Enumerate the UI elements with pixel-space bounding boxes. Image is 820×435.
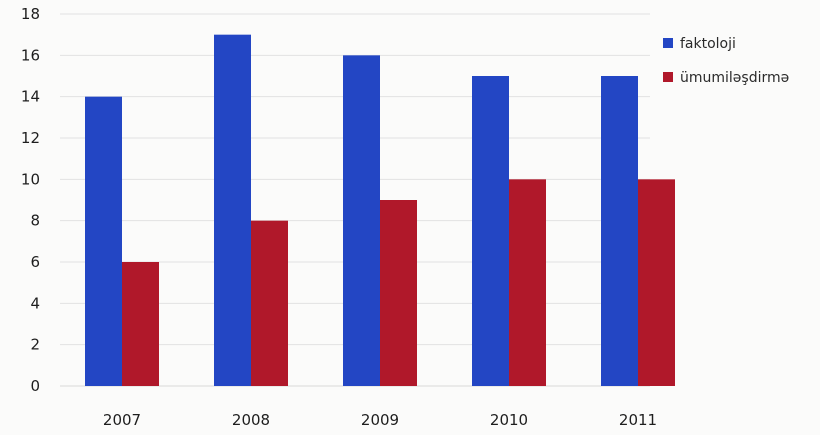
bar-faktoloji-2008 bbox=[214, 34, 251, 387]
bar-faktoloji-2011 bbox=[601, 76, 638, 386]
bar-umumilesdirme-2011 bbox=[638, 179, 675, 386]
bar-faktoloji-2007 bbox=[85, 96, 122, 387]
bar-umumilesdirme-2009 bbox=[380, 200, 417, 386]
y-tick-label: 4 bbox=[30, 294, 40, 312]
x-tick-label: 2008 bbox=[232, 411, 270, 429]
x-tick-label: 2009 bbox=[361, 411, 399, 429]
y-tick-label: 8 bbox=[30, 212, 40, 230]
bar-umumilesdirme-2010 bbox=[509, 179, 546, 386]
x-axis: 2007 2008 2009 2010 2011 bbox=[103, 411, 657, 429]
x-tick-label: 2007 bbox=[103, 411, 141, 429]
legend-swatch-faktoloji bbox=[663, 38, 673, 48]
y-tick-label: 6 bbox=[30, 253, 40, 271]
legend-label-umumilesdirme: ümumiləşdirmə bbox=[680, 70, 789, 86]
bar-umumilesdirme-2008 bbox=[251, 220, 288, 386]
bars bbox=[85, 34, 675, 387]
y-tick-label: 2 bbox=[30, 336, 40, 354]
y-tick-label: 10 bbox=[21, 170, 40, 188]
y-tick-label: 14 bbox=[21, 88, 40, 106]
x-tick-label: 2011 bbox=[619, 411, 657, 429]
legend-swatch-umumilesdirme bbox=[663, 72, 673, 82]
y-tick-label: 0 bbox=[30, 377, 40, 395]
legend-label-faktoloji: faktoloji bbox=[680, 36, 736, 52]
y-tick-label: 12 bbox=[21, 129, 40, 147]
y-tick-label: 18 bbox=[21, 5, 40, 23]
y-axis: 0 2 4 6 8 10 12 14 16 18 bbox=[21, 5, 40, 395]
bar-umumilesdirme-2007 bbox=[122, 262, 159, 386]
bar-faktoloji-2010 bbox=[472, 76, 509, 386]
x-tick-label: 2010 bbox=[490, 411, 528, 429]
bar-faktoloji-2009 bbox=[343, 55, 380, 386]
legend: faktoloji ümumiləşdirmə bbox=[663, 36, 789, 86]
y-tick-label: 16 bbox=[21, 46, 40, 64]
